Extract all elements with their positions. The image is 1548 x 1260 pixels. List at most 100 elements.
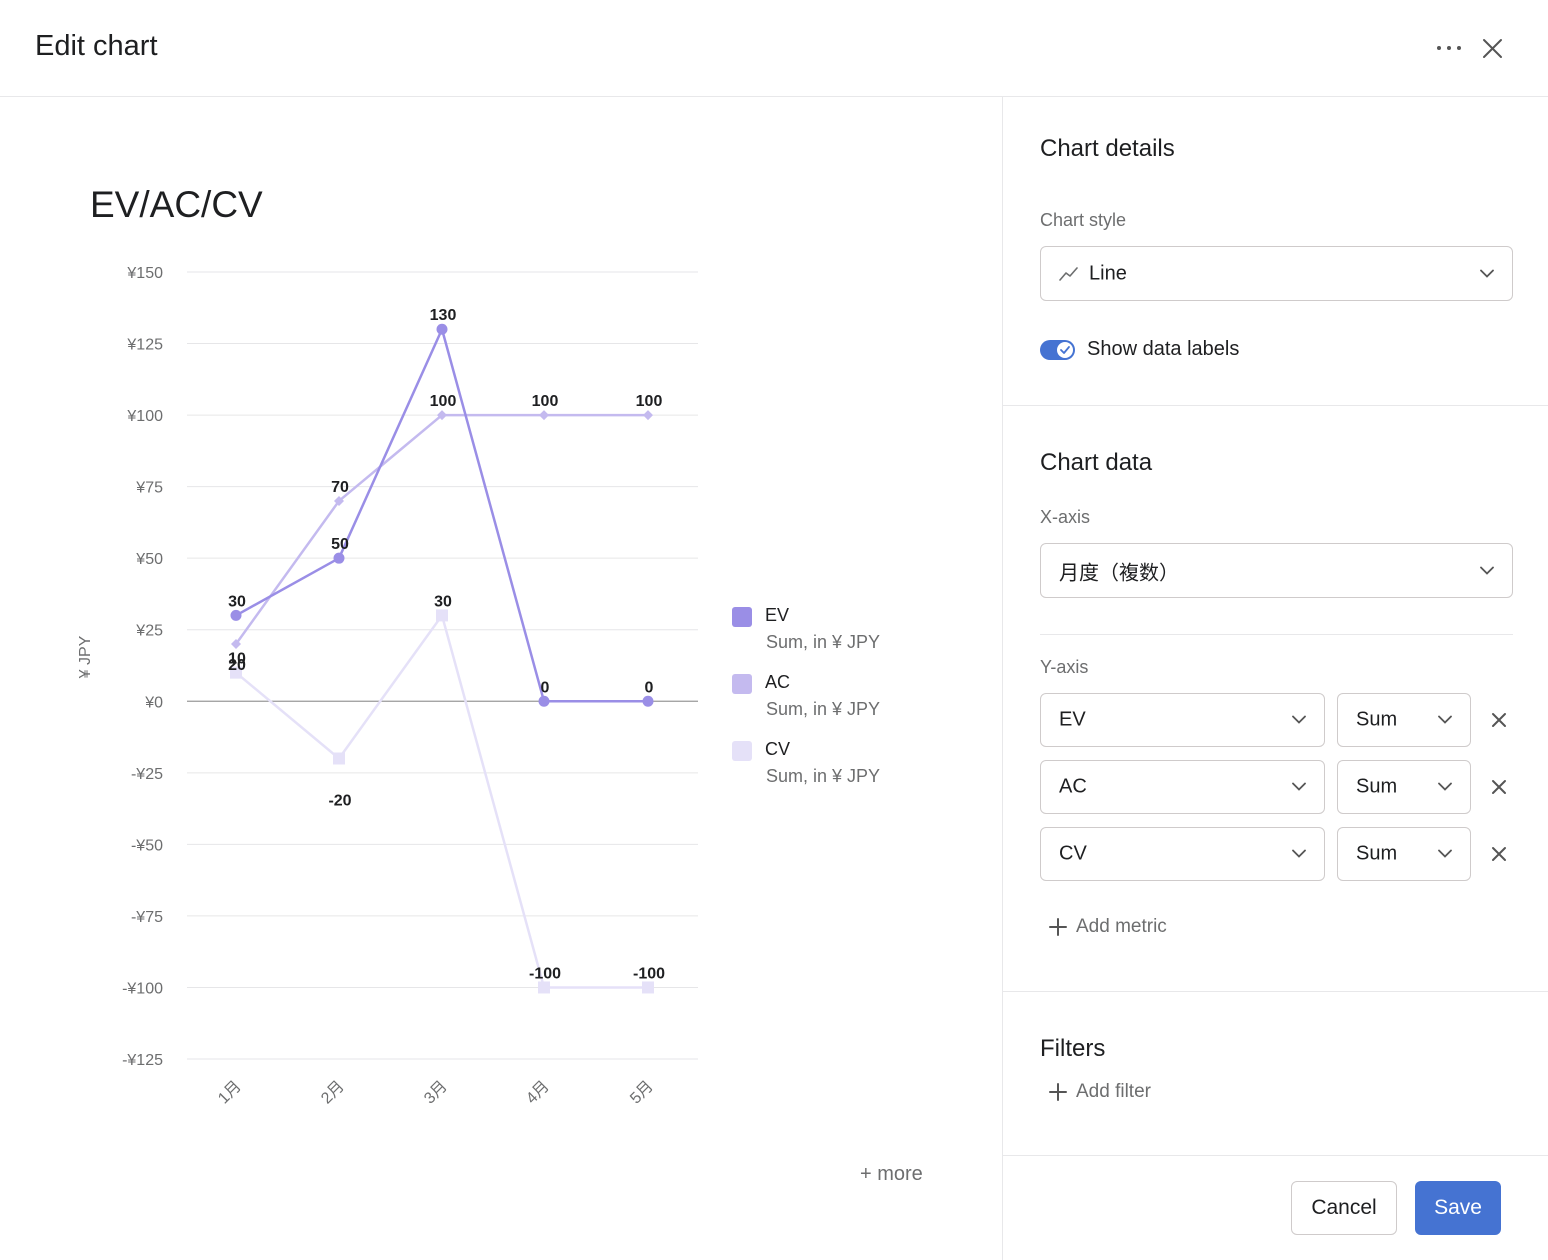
x-tick-label: 4月 (523, 1078, 553, 1108)
legend-name: AC (765, 672, 791, 692)
more-horizontal-icon[interactable] (1430, 30, 1468, 66)
data-label-cv: 30 (434, 593, 452, 610)
legend-name: CV (765, 739, 791, 759)
remove-metric-icon[interactable] (1488, 776, 1510, 798)
legend-swatch (732, 674, 752, 694)
metric-agg-value: Sum (1356, 775, 1398, 798)
filters-title: Filters (1040, 1035, 1106, 1062)
y-tick-label: ¥50 (135, 551, 163, 568)
line-chart-icon (1059, 266, 1079, 287)
show-data-labels-toggle[interactable] (1040, 340, 1075, 360)
legend-swatch (732, 741, 752, 761)
remove-metric-icon[interactable] (1488, 709, 1510, 731)
chevron-down-icon (1480, 566, 1494, 575)
data-label-cv: 10 (228, 651, 246, 668)
more-link[interactable]: + more (860, 1163, 923, 1185)
data-point-ev (230, 609, 242, 621)
legend-swatch (732, 607, 752, 627)
data-label-ev: 0 (541, 679, 550, 696)
data-label-ac: 100 (636, 393, 663, 410)
metric-field-value: CV (1059, 842, 1087, 865)
chevron-down-icon (1438, 715, 1452, 724)
data-label-ac: 20 (228, 657, 246, 674)
chart-data-title: Chart data (1040, 449, 1153, 476)
chevron-down-icon (1292, 849, 1306, 858)
metric-agg-value: Sum (1356, 708, 1398, 731)
legend-subtitle: Sum, in ¥ JPY (766, 766, 881, 786)
legend-name: EV (765, 605, 790, 625)
y-tick-label: ¥0 (144, 694, 163, 711)
section-divider (1040, 634, 1513, 635)
chevron-down-icon (1438, 782, 1452, 791)
y-tick-label: -¥50 (131, 837, 163, 854)
y-tick-label: ¥125 (126, 337, 163, 354)
data-label-ev: 0 (645, 679, 654, 696)
data-label-ev: 50 (331, 536, 349, 553)
add-metric-button[interactable]: Add metric (1048, 916, 1167, 938)
y-tick-label: -¥75 (131, 909, 163, 926)
x-axis-select[interactable]: 月度（複数） (1040, 543, 1513, 598)
y-tick-label: -¥100 (122, 980, 163, 997)
y-metric-agg-select[interactable]: Sum (1337, 693, 1471, 747)
data-point-cv (538, 981, 550, 994)
add-metric-label: Add metric (1076, 916, 1167, 937)
y-metric-field-select[interactable]: AC (1040, 760, 1325, 814)
data-label-ac: 100 (532, 393, 559, 410)
data-label-ev: 130 (430, 307, 457, 324)
pane-divider (1002, 97, 1003, 1260)
add-filter-label: Add filter (1076, 1081, 1151, 1102)
data-label-cv: -100 (633, 965, 665, 982)
chart-preview-pane: EV/AC/CV ¥ JPY ¥150 ¥125 ¥100 ¥75 ¥50 ¥25 ¥0 -¥… (0, 97, 1002, 1260)
y-metric-agg-select[interactable]: Sum (1337, 760, 1471, 814)
plus-icon (1049, 918, 1067, 936)
legend-subtitle: Sum, in ¥ JPY (766, 699, 881, 719)
data-label-cv: -100 (529, 965, 561, 982)
data-label-ev: 30 (228, 593, 246, 610)
remove-metric-icon[interactable] (1488, 843, 1510, 865)
data-point-ev (642, 695, 654, 707)
metric-agg-value: Sum (1356, 842, 1398, 865)
y-metric-field-select[interactable]: EV (1040, 693, 1325, 747)
series-line-cv (235, 614, 648, 989)
footer-divider (1003, 1155, 1548, 1156)
plus-icon (1049, 1083, 1067, 1101)
section-divider (1003, 405, 1548, 406)
x-tick-label: 3月 (421, 1078, 451, 1108)
chevron-down-icon (1438, 849, 1452, 858)
series-line-ev (235, 327, 648, 703)
chart-style-value: Line (1089, 262, 1127, 284)
x-tick-label: 2月 (318, 1078, 348, 1108)
check-icon (1060, 346, 1070, 354)
line-chart: ¥150 ¥125 ¥100 ¥75 ¥50 ¥25 ¥0 -¥25 -¥50 -¥75 -¥100… (122, 265, 698, 1108)
toggle-knob (1057, 342, 1073, 358)
show-data-labels-label: Show data labels (1087, 338, 1240, 360)
chart-style-label: Chart style (1040, 210, 1127, 230)
chart-settings-panel: Chart details Chart style Line Show data… (1003, 97, 1548, 1260)
y-metric-agg-select[interactable]: Sum (1337, 827, 1471, 881)
data-point-ac (334, 495, 344, 506)
metric-field-value: AC (1059, 775, 1087, 798)
y-tick-label: -¥25 (131, 766, 163, 783)
data-label-cv: -20 (328, 793, 351, 810)
close-icon[interactable] (1476, 30, 1510, 66)
add-filter-button[interactable]: Add filter (1048, 1081, 1151, 1103)
y-tick-label: ¥75 (135, 480, 163, 497)
section-divider (1003, 991, 1548, 992)
chart-title: EV/AC/CV (90, 184, 263, 225)
y-axis-field-label: Y-axis (1040, 657, 1089, 677)
y-metric-field-select[interactable]: CV (1040, 827, 1325, 881)
metric-field-value: EV (1059, 708, 1086, 731)
data-point-cv (436, 609, 448, 622)
data-point-ev (538, 695, 550, 707)
dialog-header: Edit chart (0, 0, 1548, 97)
data-point-ac (539, 410, 549, 421)
x-tick-label: 1月 (215, 1078, 245, 1108)
data-point-ac (643, 410, 653, 421)
chart-style-select[interactable]: Line (1040, 246, 1513, 301)
save-button[interactable]: Save (1415, 1181, 1501, 1235)
x-tick-label: 5月 (627, 1078, 657, 1108)
data-label-ac: 100 (430, 393, 457, 410)
cancel-button[interactable]: Cancel (1291, 1181, 1397, 1235)
chevron-down-icon (1292, 782, 1306, 791)
y-tick-label: ¥100 (126, 408, 163, 425)
